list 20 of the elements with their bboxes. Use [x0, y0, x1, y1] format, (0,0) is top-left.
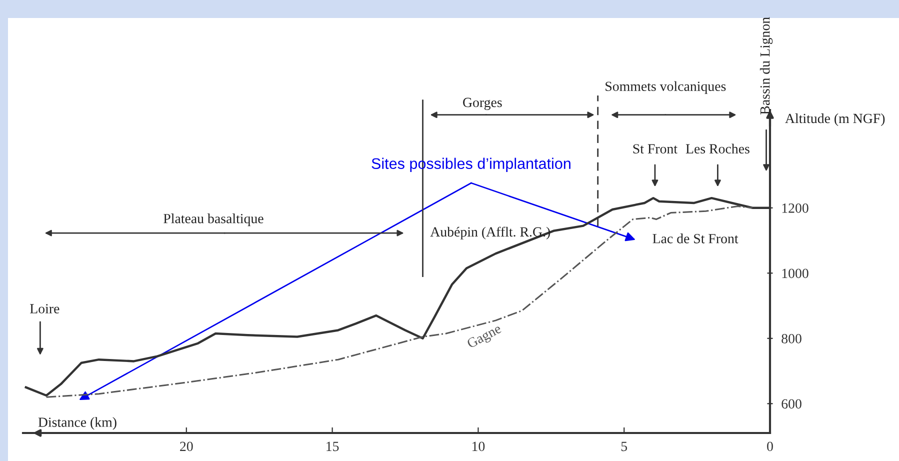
- y-tick-label: 800: [782, 334, 802, 344]
- annotation: St Front: [633, 144, 678, 154]
- annotation: Les Roches: [686, 144, 750, 154]
- y-tick-label: 1200: [782, 203, 808, 213]
- annotation: Lac de St Front: [652, 234, 738, 244]
- x-tick-label: 10: [472, 442, 485, 452]
- text: Gagne: [466, 324, 504, 351]
- annotation: Loire: [30, 304, 60, 314]
- annotation: Bassin du Lignon: [760, 17, 773, 114]
- y-axis-title: Altitude (m NGF): [785, 113, 885, 126]
- text: Sommets volcaniques: [606, 81, 726, 94]
- x-tick-label: 15: [326, 442, 339, 452]
- x-tick-label: 0: [767, 442, 773, 452]
- y-tick-label: 1000: [782, 268, 808, 278]
- y-tick-label: 600: [782, 399, 802, 409]
- x-axis-title: Distance (km): [38, 417, 116, 430]
- text: Gorges: [463, 98, 502, 110]
- x-tick-label: 5: [621, 442, 628, 452]
- annotation: Plateau basaltique: [164, 214, 264, 226]
- x-tick-label: 20: [180, 442, 193, 452]
